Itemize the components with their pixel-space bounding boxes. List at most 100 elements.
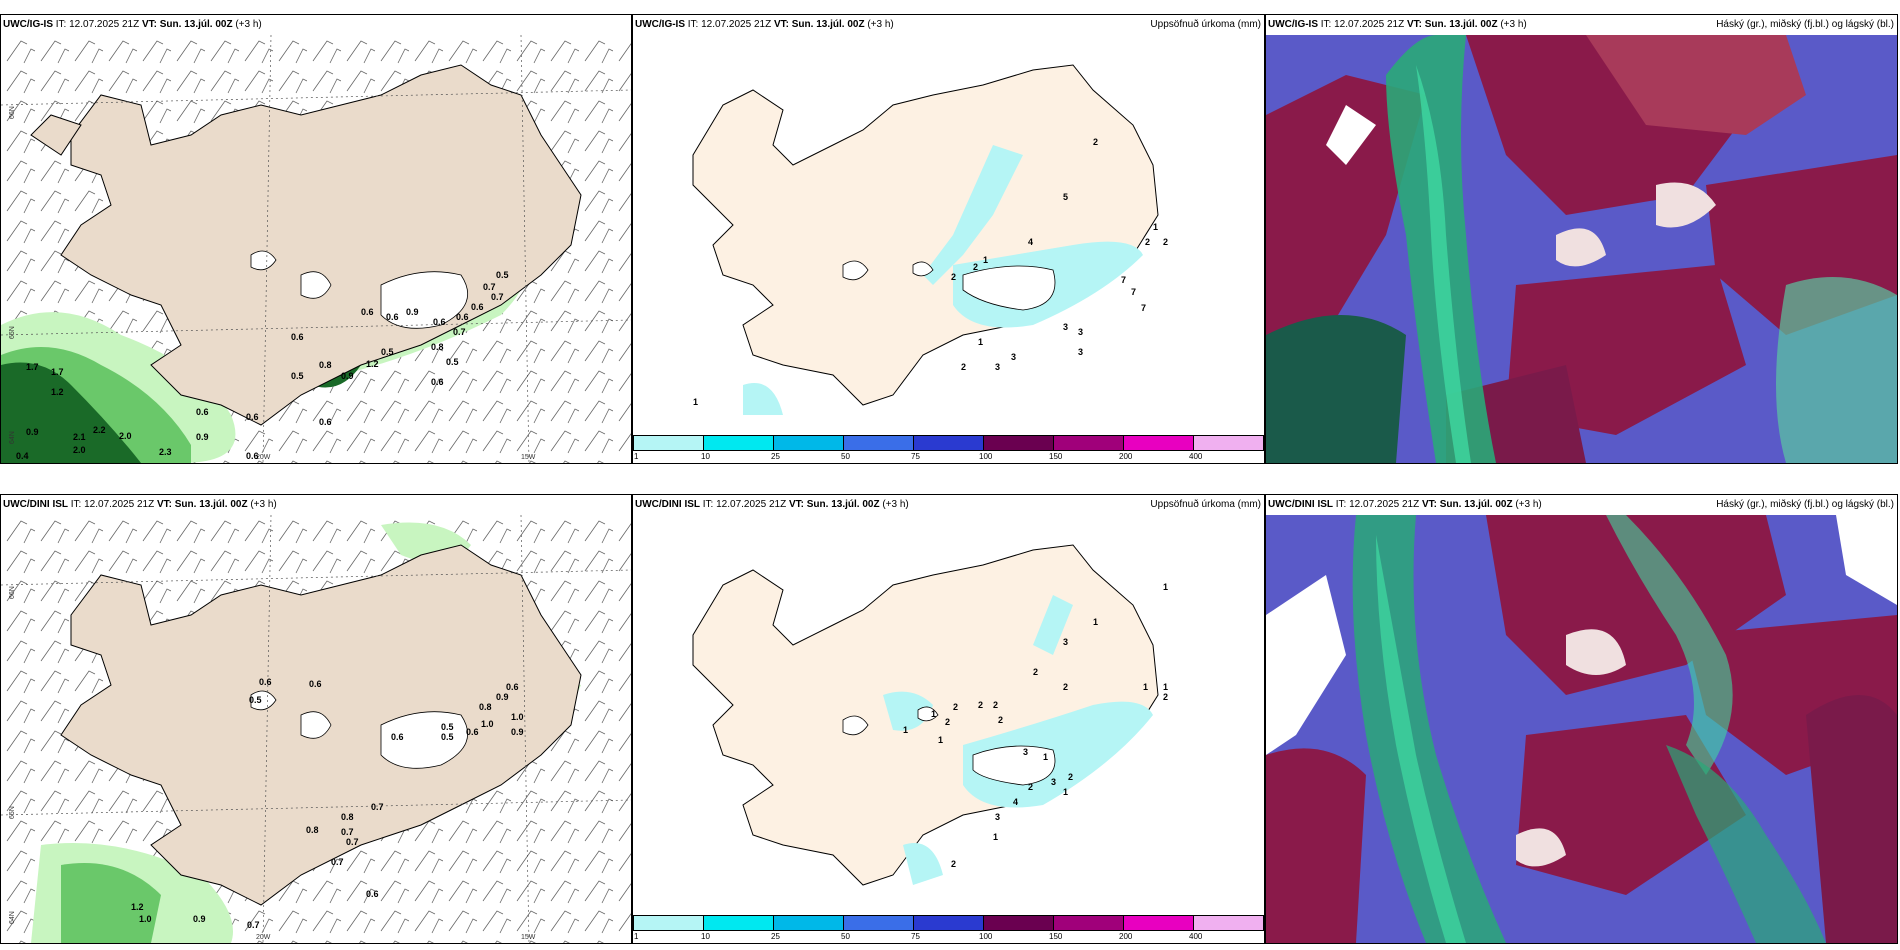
precip-value: 2 [1068, 772, 1073, 782]
panel-title: UWC/IG-IS IT: 12.07.2025 21Z VT: Sun. 13… [3, 19, 262, 30]
wind-value: 0.7 [491, 292, 504, 302]
wind-value: 2.0 [119, 431, 132, 441]
wind-map: 66N 65N 64N 20W 15W 0.5 0.7 0.7 0.6 0.6 … [1, 35, 631, 463]
wind-value: 0.6 [196, 407, 209, 417]
wind-value: 0.4 [16, 451, 29, 461]
panel-title: UWC/DINI ISL IT: 12.07.2025 21Z VT: Sun.… [1268, 499, 1542, 510]
colorbar-tick: 100 [979, 452, 993, 461]
wind-value: 0.6 [466, 727, 479, 737]
precip-value: 3 [995, 362, 1000, 372]
colorbar-tick: 50 [841, 452, 850, 461]
wind-value: 0.6 [259, 677, 272, 687]
precip-value: 2 [978, 700, 983, 710]
precip-value: 3 [1023, 747, 1028, 757]
colorbar-tick: 50 [841, 932, 850, 941]
cloud-title: Háský (gr.), miðský (fj.bl.) og lágský (… [1716, 19, 1894, 30]
precip-value: 7 [1121, 275, 1126, 285]
colorbar-tick: 1 [634, 452, 639, 461]
precip-value: 4 [1028, 237, 1033, 247]
colorbar-tick: 75 [911, 452, 920, 461]
wind-value: 1.2 [131, 902, 144, 912]
axis-label-20w: 20W [256, 454, 271, 461]
wind-value: 1.0 [139, 914, 152, 924]
cloud-map [1266, 515, 1897, 943]
precip-value: 2 [1093, 137, 1098, 147]
precip-value: 2 [1063, 682, 1068, 692]
colorbar-swatch [703, 435, 774, 451]
precip-value: 2 [998, 715, 1003, 725]
panel-title: UWC/IG-IS IT: 12.07.2025 21Z VT: Sun. 13… [1268, 19, 1527, 30]
precip-value: 1 [1153, 222, 1158, 232]
wind-panel-row1: UWC/IG-IS IT: 12.07.2025 21Z VT: Sun. 13… [0, 14, 632, 464]
precip-map: 2 5 4 1 2 2 1 2 2 3 3 7 7 7 3 1 2 3 3 1 [633, 35, 1264, 435]
colorbar-tick: 25 [771, 932, 780, 941]
precip-value: 1 [993, 832, 998, 842]
colorbar-tick: 10 [701, 452, 710, 461]
wind-value: 1.2 [51, 387, 64, 397]
panel-title: UWC/DINI ISL IT: 12.07.2025 21Z VT: Sun.… [3, 499, 277, 510]
colorbar-tick: 10 [701, 932, 710, 941]
colorbar-swatch [703, 915, 774, 931]
wind-value: 0.5 [291, 371, 304, 381]
precip-value: 3 [1078, 327, 1083, 337]
precip-value: 3 [1078, 347, 1083, 357]
wind-value: 0.6 [391, 732, 404, 742]
wind-value: 0.7 [346, 837, 359, 847]
colorbar-tick: 150 [1049, 452, 1063, 461]
wind-value: 0.7 [483, 282, 496, 292]
cloud-panel-row2: UWC/DINI ISL IT: 12.07.2025 21Z VT: Sun.… [1265, 494, 1898, 944]
precip-value: 1 [1143, 682, 1148, 692]
wind-value: 0.5 [446, 357, 459, 367]
precip-value: 3 [1063, 637, 1068, 647]
precip-value: 1 [1163, 582, 1168, 592]
colorbar-swatch [1193, 915, 1264, 931]
wind-value: 0.8 [306, 825, 319, 835]
precip-colorbar: 1 10 25 50 75 100 150 200 400 [633, 433, 1264, 463]
colorbar-tick: 400 [1189, 932, 1203, 941]
precip-value: 2 [953, 702, 958, 712]
axis-label-15w: 15W [521, 454, 536, 461]
colorbar-swatch [983, 915, 1054, 931]
colorbar-tick: 1 [634, 932, 639, 941]
precip-value: 1 [1043, 752, 1048, 762]
wind-value: 0.9 [341, 371, 354, 381]
wind-value: 1.2 [366, 359, 379, 369]
colorbar-swatch [913, 435, 984, 451]
axis-label-64n: 64N [9, 431, 16, 444]
colorbar-tick: 150 [1049, 932, 1063, 941]
wind-value: 2.3 [159, 447, 172, 457]
colorbar-swatch [1193, 435, 1264, 451]
wind-value: 0.5 [249, 695, 262, 705]
precip-title: Uppsöfnuð úrkoma (mm) [1150, 499, 1261, 510]
colorbar-swatch [633, 435, 704, 451]
precip-value: 1 [983, 255, 988, 265]
wind-map: 66N 65N 64N 20W 15W 0.6 0.5 0.6 0.6 0.9 … [1, 515, 631, 943]
axis-label-65n: 65N [9, 806, 16, 819]
precip-value: 2 [951, 272, 956, 282]
precip-value: 2 [1028, 782, 1033, 792]
precip-value: 2 [993, 700, 998, 710]
wind-value: 0.6 [246, 412, 259, 422]
wind-value: 1.7 [51, 367, 64, 377]
wind-value: 0.8 [341, 812, 354, 822]
panel-title: UWC/DINI ISL IT: 12.07.2025 21Z VT: Sun.… [635, 499, 909, 510]
panel-title: UWC/IG-IS IT: 12.07.2025 21Z VT: Sun. 13… [635, 19, 894, 30]
wind-value: 0.9 [406, 307, 419, 317]
precip-panel-row1: UWC/IG-IS IT: 12.07.2025 21Z VT: Sun. 13… [632, 14, 1265, 464]
colorbar-swatch [983, 435, 1054, 451]
precip-value: 2 [951, 859, 956, 869]
colorbar-tick: 100 [979, 932, 993, 941]
wind-value: 1.0 [481, 719, 494, 729]
colorbar-tick: 75 [911, 932, 920, 941]
iceland-landmass [60, 64, 582, 426]
precip-value: 1 [931, 709, 936, 719]
precip-map: 1 1 3 2 2 1 1 2 2 2 2 2 1 2 1 1 3 4 2 3 … [633, 515, 1264, 915]
precip-value: 1 [1163, 682, 1168, 692]
precip-value: 2 [1163, 237, 1168, 247]
axis-label-15w: 15W [521, 934, 536, 941]
precip-value: 3 [995, 812, 1000, 822]
precip-value: 1 [693, 397, 698, 407]
wind-value: 0.6 [319, 417, 332, 427]
precip-value: 2 [1033, 667, 1038, 677]
wind-value: 0.8 [431, 342, 444, 352]
